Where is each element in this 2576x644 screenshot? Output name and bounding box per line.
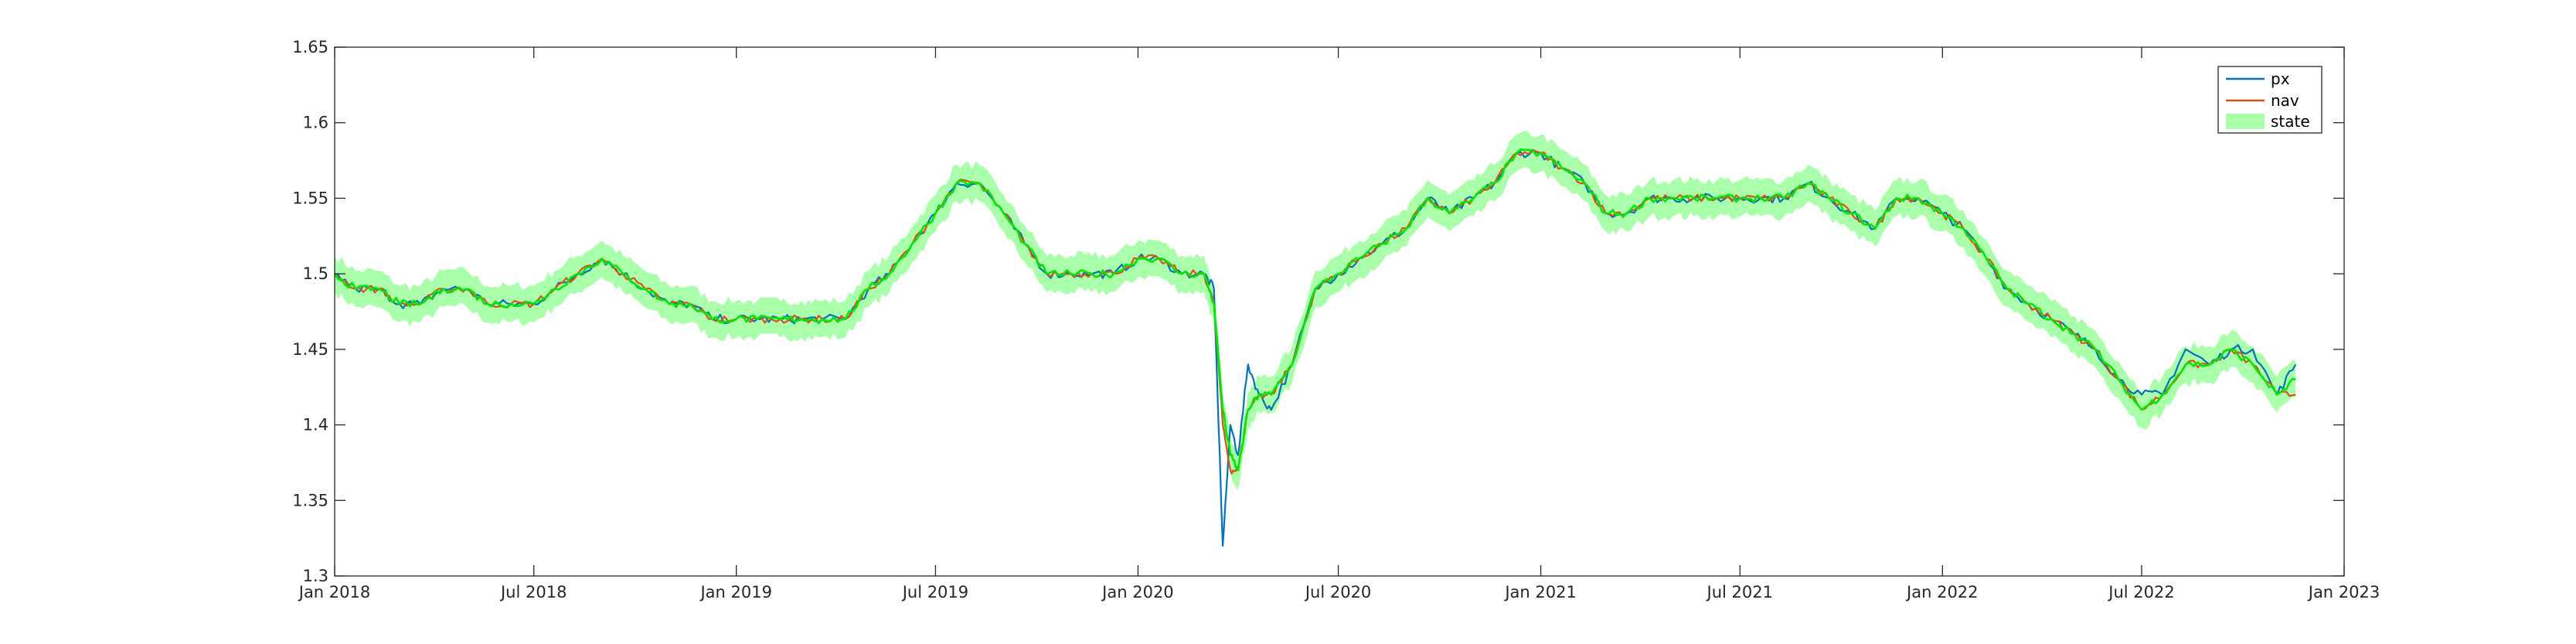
state-band <box>335 131 2296 490</box>
y-tick-label: 1.55 <box>292 189 328 207</box>
legend-swatch-state <box>2226 114 2265 129</box>
x-tick-label: Jan 2022 <box>1905 583 1979 601</box>
legend-label-nav: nav <box>2271 91 2299 110</box>
x-tick-label: Jan 2023 <box>2307 583 2380 601</box>
y-tick-label: 1.4 <box>303 416 328 434</box>
y-tick-label: 1.45 <box>292 340 328 359</box>
x-tick-label: Jan 2019 <box>699 583 772 601</box>
y-tick-label: 1.6 <box>303 114 328 132</box>
axes-box <box>334 46 2345 577</box>
x-tick-label: Jan 2020 <box>1101 583 1174 601</box>
y-tick-label: 1.65 <box>292 38 328 56</box>
x-tick-label: Jul 2022 <box>2107 583 2174 601</box>
y-tick-label: 1.35 <box>292 491 328 509</box>
plot-area <box>333 131 2297 547</box>
legend-label-state: state <box>2271 112 2310 131</box>
x-tick-label: Jan 2018 <box>298 583 371 601</box>
x-tick-label: Jul 2020 <box>1304 583 1371 601</box>
axis-ticks <box>334 46 2345 577</box>
x-tick-label: Jul 2019 <box>901 583 968 601</box>
x-tick-label: Jul 2021 <box>1706 583 1773 601</box>
series-line-state <box>333 148 2296 472</box>
y-tick-label: 1.5 <box>303 264 328 283</box>
legend-label-px: px <box>2271 70 2290 88</box>
x-tick-label: Jan 2021 <box>1503 583 1577 601</box>
y-tick-label: 1.3 <box>303 567 328 585</box>
y-axis-tick-labels: 1.3 1.35 1.4 1.45 1.5 1.55 1.6 1.65 <box>292 38 328 585</box>
x-tick-label: Jul 2018 <box>499 583 567 601</box>
x-axis-tick-labels: Jan 2018 Jul 2018 Jan 2019 Jul 2019 Jan 2020… <box>298 583 2380 601</box>
legend: px nav state <box>2217 66 2322 134</box>
